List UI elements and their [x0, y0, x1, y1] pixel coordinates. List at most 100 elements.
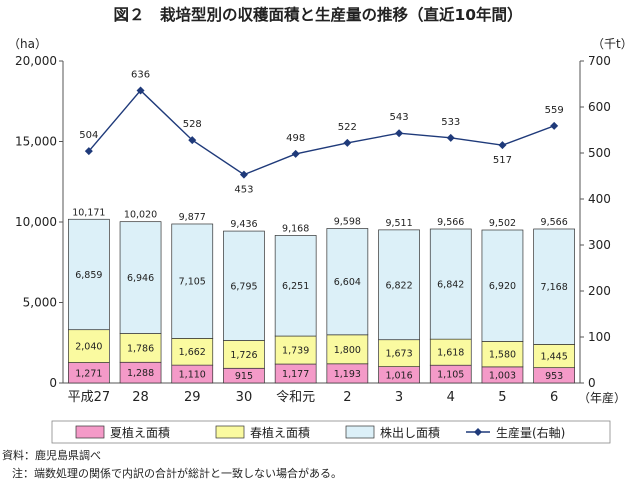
bar-segment-label: 1,003	[489, 370, 516, 381]
production-point	[343, 138, 352, 147]
bar-segment-label: 1,445	[541, 352, 568, 363]
bar-segment	[429, 338, 472, 366]
bar-segment-label: 6,795	[230, 281, 257, 292]
right-tick-label: 500	[588, 146, 611, 160]
production-label: 498	[286, 133, 305, 144]
legend-swatch	[215, 425, 245, 439]
bar-segment-label: 7,168	[541, 282, 568, 293]
bar-segment-label: 1,800	[334, 345, 361, 356]
left-tick-label: 10,000	[15, 215, 57, 229]
bar-segment	[119, 333, 162, 363]
right-tick-label: 300	[588, 238, 611, 252]
bar-segment	[171, 338, 214, 366]
bar-segment-label: 1,110	[179, 370, 206, 381]
bar-total-label: 9,877	[179, 212, 206, 223]
bar-total-label: 9,502	[489, 218, 516, 229]
category-label: 6	[550, 390, 558, 405]
bar-segment-label: 6,946	[127, 273, 154, 284]
x-axis-unit: （年産）	[578, 390, 626, 405]
bar-segment-label: 6,251	[282, 281, 309, 292]
line-marks: 504 636 528 453 498 522 543 533 517 559	[79, 69, 563, 195]
legend-label: 春植え面積	[250, 425, 310, 440]
bar-segment-label: 1,016	[385, 370, 412, 381]
left-tick-label: 20,000	[15, 54, 57, 68]
left-tick-label: 5,000	[23, 296, 57, 310]
legend-swatch	[75, 425, 105, 439]
production-label: 533	[441, 117, 460, 128]
bar-segment-label: 1,739	[282, 346, 309, 357]
bar-segment-label: 7,105	[179, 277, 206, 288]
bar-total-label: 9,598	[334, 216, 361, 227]
bar-segment-label: 1,726	[230, 350, 257, 361]
right-axis-unit: （千t）	[592, 37, 633, 51]
bar-segment-label: 1,618	[437, 348, 464, 359]
bar-total-label: 10,171	[72, 207, 105, 218]
production-point	[291, 149, 300, 158]
bar-segment	[223, 230, 265, 341]
bar-segment-label: 1,271	[75, 368, 102, 379]
bar-segment-label: 2,040	[75, 342, 102, 353]
source-note: 資料：鹿児島県調べ	[2, 448, 101, 462]
bar-total-label: 9,511	[385, 218, 412, 229]
right-tick-label: 600	[588, 100, 611, 114]
legend-frame	[51, 420, 611, 444]
bar-segment	[274, 235, 317, 337]
production-point	[136, 86, 145, 95]
bar-marks: 1,271 2,040 6,859 10,171 1,288 1,786 6,946 10,0…	[67, 207, 576, 384]
category-label: 令和元	[276, 390, 315, 405]
bar-segment-label: 1,193	[334, 369, 361, 380]
bar-segment	[378, 229, 420, 341]
bar-total-label: 9,566	[541, 217, 568, 228]
production-label: 517	[493, 155, 512, 166]
bar-segment-label: 1,580	[489, 350, 516, 361]
legend-label: 夏植え面積	[110, 425, 170, 440]
left-axis-unit: （ha）	[8, 37, 47, 51]
bar-segment-label: 6,859	[75, 270, 102, 281]
bar-segment	[533, 228, 576, 345]
legend-swatch	[345, 425, 375, 439]
production-point	[498, 141, 507, 150]
axes: 0 5,000 10,000 15,000 20,000 0 100 200 300 400 500…	[15, 54, 611, 405]
production-label: 453	[234, 185, 253, 196]
right-tick-label: 0	[588, 376, 596, 390]
bar-total-label: 9,168	[282, 223, 309, 234]
right-tick-label: 700	[588, 54, 611, 68]
production-point	[446, 133, 455, 142]
category-label: 平成27	[68, 390, 111, 405]
category-label: 2	[343, 390, 351, 405]
bar-total-label: 9,566	[437, 217, 464, 228]
bar-segment	[429, 228, 472, 340]
bar-segment-label: 915	[235, 371, 253, 382]
category-label: 5	[498, 390, 506, 405]
category-label: 4	[447, 390, 455, 405]
production-point	[84, 147, 93, 156]
bar-segment	[274, 335, 317, 365]
bar-segment-label: 6,822	[385, 280, 412, 291]
bar-total-label: 9,436	[230, 219, 257, 230]
bar-segment	[67, 218, 110, 331]
bar-segment-label: 1,288	[127, 368, 154, 379]
bar-segment	[119, 221, 162, 334]
right-tick-label: 200	[588, 284, 611, 298]
legend-label: 生産量(右軸)	[496, 425, 565, 440]
bar-segment-label: 1,673	[385, 349, 412, 360]
bar-segment	[378, 339, 420, 367]
production-point	[239, 170, 248, 179]
bar-segment-label: 6,842	[437, 280, 464, 291]
production-label: 559	[545, 105, 564, 116]
production-label: 543	[390, 112, 409, 123]
production-point	[188, 136, 197, 145]
bar-segment-label: 6,604	[334, 277, 361, 288]
legend: 夏植え面積 春植え面積 株出し面積 生産量(右軸)	[51, 420, 611, 444]
bar-segment	[326, 334, 369, 365]
legend-line-marker	[474, 428, 482, 436]
bar-segment	[326, 228, 369, 336]
category-label: 28	[132, 390, 149, 405]
bar-total-label: 10,020	[124, 210, 157, 221]
production-label: 528	[183, 119, 202, 130]
production-line	[88, 89, 555, 176]
left-tick-label: 0	[49, 376, 57, 390]
bar-segment-label: 1,662	[179, 347, 206, 358]
category-label: 3	[395, 390, 403, 405]
